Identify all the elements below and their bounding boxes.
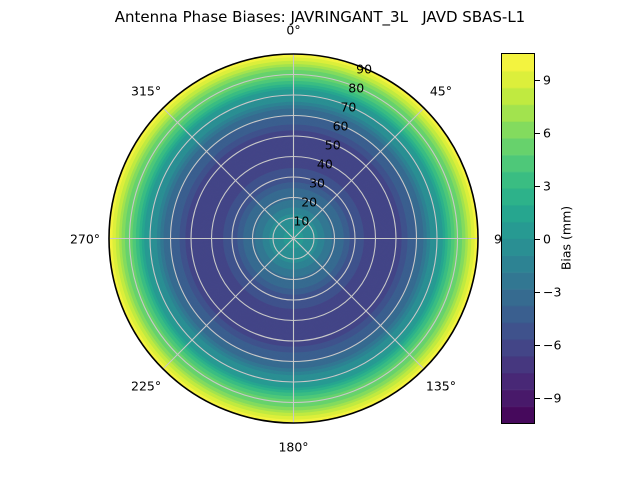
radial-tick-label-70: 70 (340, 99, 357, 115)
colorbar-tick-label-9: 9 (543, 72, 551, 87)
polar-grid-layer (109, 54, 478, 423)
radial-tick-label-40: 40 (316, 156, 333, 172)
radial-tick-label-60: 60 (332, 118, 349, 134)
angular-gridline (162, 107, 294, 239)
angular-tick-label-0: 0° (286, 22, 301, 38)
colorbar-tick-mark (535, 238, 540, 240)
colorbar-tick-label-0: 0 (543, 231, 551, 246)
colorbar-tick-mark (535, 291, 540, 293)
colorbar-tick-label-6: 6 (543, 125, 551, 140)
angular-gridline (293, 238, 425, 370)
polar-plot (108, 53, 479, 424)
colorbar-tick-mark (535, 344, 540, 346)
angular-tick-label-45: 45° (429, 83, 452, 99)
colorbar-label: Bias (mm) (558, 205, 574, 271)
colorbar: 9 6 3 0 −3 −6 −9 (501, 53, 561, 424)
angular-tick-label-270: 270° (69, 231, 101, 246)
colorbar-tick-mark (535, 185, 540, 187)
colorbar-tick-label-3: 3 (543, 178, 551, 193)
polar-outer-spine (108, 53, 479, 424)
radial-tick-label-10: 10 (293, 213, 310, 229)
angular-tick-label-135: 135° (425, 378, 456, 394)
radial-tick-label-50: 50 (324, 137, 341, 153)
radial-tick-label-30: 30 (309, 175, 325, 191)
radial-tick-label-80: 80 (348, 80, 365, 96)
figure-title: Antenna Phase Biases: JAVRINGANT_3L JAVD… (114, 8, 526, 26)
radial-tick-label-20: 20 (301, 194, 318, 210)
colorbar-canvas (502, 54, 534, 423)
angular-tick-label-225: 225° (131, 378, 162, 394)
angular-tick-label-315: 315° (131, 83, 162, 99)
colorbar-gradient (501, 53, 535, 424)
radial-tick-label-90: 90 (356, 61, 373, 77)
colorbar-tick-label--6: −6 (543, 337, 562, 352)
angular-gridline (162, 238, 294, 370)
polar-contour-svg (108, 53, 479, 424)
colorbar-tick-mark (535, 397, 540, 399)
angular-tick-label-180: 180° (278, 439, 309, 455)
colorbar-tick-mark (535, 79, 540, 81)
colorbar-tick-label--3: −3 (543, 284, 562, 299)
colorbar-tick-label--9: −9 (543, 390, 562, 405)
angular-gridline (293, 107, 425, 239)
colorbar-tick-mark (535, 132, 540, 134)
